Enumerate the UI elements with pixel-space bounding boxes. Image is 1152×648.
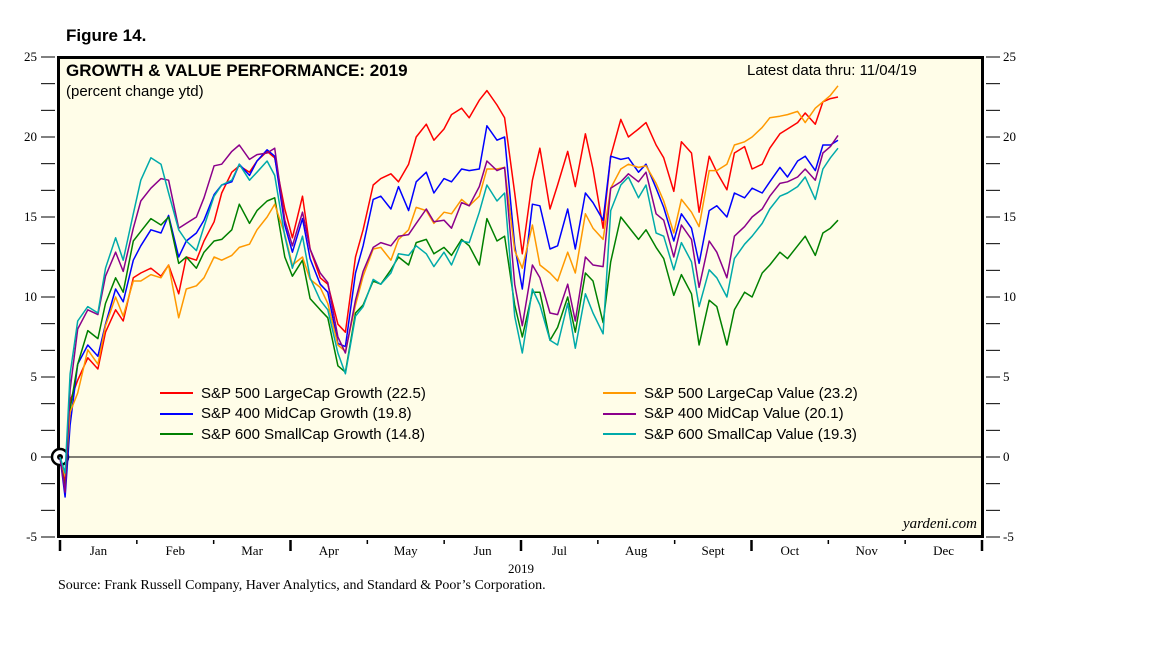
x-tick-label: Mar bbox=[241, 543, 263, 558]
legend-item: S&P 600 SmallCap Value (19.3) bbox=[603, 424, 858, 445]
series-line-s-p-600-smallcap-growth bbox=[59, 197, 839, 490]
legend-label: S&P 500 LargeCap Growth (22.5) bbox=[201, 384, 426, 402]
legend-swatch bbox=[160, 412, 193, 415]
y-tick-label-right: -5 bbox=[1003, 529, 1014, 544]
legend-label: S&P 500 LargeCap Value (23.2) bbox=[644, 384, 858, 402]
legend-item: S&P 500 LargeCap Growth (22.5) bbox=[160, 383, 426, 404]
chart-title: GROWTH & VALUE PERFORMANCE: 2019 bbox=[66, 61, 408, 80]
x-tick-label: Jan bbox=[90, 543, 108, 558]
series-line-s-p-400-midcap-value bbox=[59, 134, 839, 493]
legend-swatch bbox=[603, 433, 636, 436]
series-line-s-p-500-largecap-value bbox=[59, 85, 839, 477]
x-tick-label: Aug bbox=[625, 543, 648, 558]
legend-swatch bbox=[603, 412, 636, 415]
latest-data-annotation: Latest data thru: 11/04/19 bbox=[747, 62, 917, 79]
y-tick-label-left: 10 bbox=[24, 289, 37, 304]
x-axis-label: 2019 bbox=[508, 561, 534, 576]
y-tick-label-left: 0 bbox=[31, 449, 38, 464]
y-tick-label-right: 20 bbox=[1003, 129, 1016, 144]
legend-left: S&P 500 LargeCap Growth (22.5) S&P 400 M… bbox=[160, 383, 426, 445]
legend-swatch bbox=[160, 392, 193, 395]
y-tick-label-right: 15 bbox=[1003, 209, 1016, 224]
y-tick-label-right: 0 bbox=[1003, 449, 1010, 464]
y-tick-label-right: 10 bbox=[1003, 289, 1016, 304]
legend-item: S&P 600 SmallCap Growth (14.8) bbox=[160, 424, 426, 445]
x-tick-label: Jun bbox=[474, 543, 493, 558]
legend-label: S&P 600 SmallCap Growth (14.8) bbox=[201, 425, 425, 443]
series-lines bbox=[59, 85, 839, 498]
series-line-s-p-600-smallcap-value bbox=[59, 147, 839, 474]
y-tick-label-left: 25 bbox=[24, 49, 37, 64]
x-tick-label: Apr bbox=[319, 543, 340, 558]
legend-right: S&P 500 LargeCap Value (23.2) S&P 400 Mi… bbox=[603, 383, 858, 445]
x-tick-label: Oct bbox=[781, 543, 800, 558]
legend-item: S&P 500 LargeCap Value (23.2) bbox=[603, 383, 858, 404]
x-tick-label: Jul bbox=[552, 543, 568, 558]
x-tick-label: Feb bbox=[166, 543, 186, 558]
plot-area bbox=[57, 56, 984, 538]
legend-swatch bbox=[160, 433, 193, 436]
legend-label: S&P 400 MidCap Value (20.1) bbox=[644, 405, 844, 423]
watermark: yardeni.com bbox=[902, 516, 977, 532]
x-tick-label: May bbox=[394, 543, 418, 558]
x-tick-label: Sept bbox=[702, 543, 726, 558]
y-tick-label-left: 5 bbox=[31, 369, 38, 384]
y-tick-label-left: 15 bbox=[24, 209, 37, 224]
y-tick-label-left: 20 bbox=[24, 129, 37, 144]
figure-label: Figure 14. bbox=[66, 26, 147, 45]
legend-item: S&P 400 MidCap Growth (19.8) bbox=[160, 404, 426, 425]
legend-swatch bbox=[603, 392, 636, 395]
y-tick-label-right: 5 bbox=[1003, 369, 1010, 384]
x-tick-label: Nov bbox=[856, 543, 879, 558]
series-line-s-p-400-midcap-growth bbox=[59, 125, 839, 498]
y-tick-label-right: 25 bbox=[1003, 49, 1016, 64]
chart-subtitle: (percent change ytd) bbox=[66, 83, 204, 100]
legend-label: S&P 600 SmallCap Value (19.3) bbox=[644, 425, 857, 443]
source-note: Source: Frank Russell Company, Haver Ana… bbox=[58, 578, 546, 593]
axes: 25 25 20 20 15 15 10 10 5 5 0 0 -5 -5 Jan Feb Mar Apr May J… bbox=[24, 49, 1016, 558]
series-line-s-p-500-largecap-growth bbox=[59, 89, 839, 482]
y-tick-label-left: -5 bbox=[26, 529, 37, 544]
x-tick-label: Dec bbox=[933, 543, 954, 558]
legend-label: S&P 400 MidCap Growth (19.8) bbox=[201, 405, 412, 423]
legend-item: S&P 400 MidCap Value (20.1) bbox=[603, 404, 858, 425]
